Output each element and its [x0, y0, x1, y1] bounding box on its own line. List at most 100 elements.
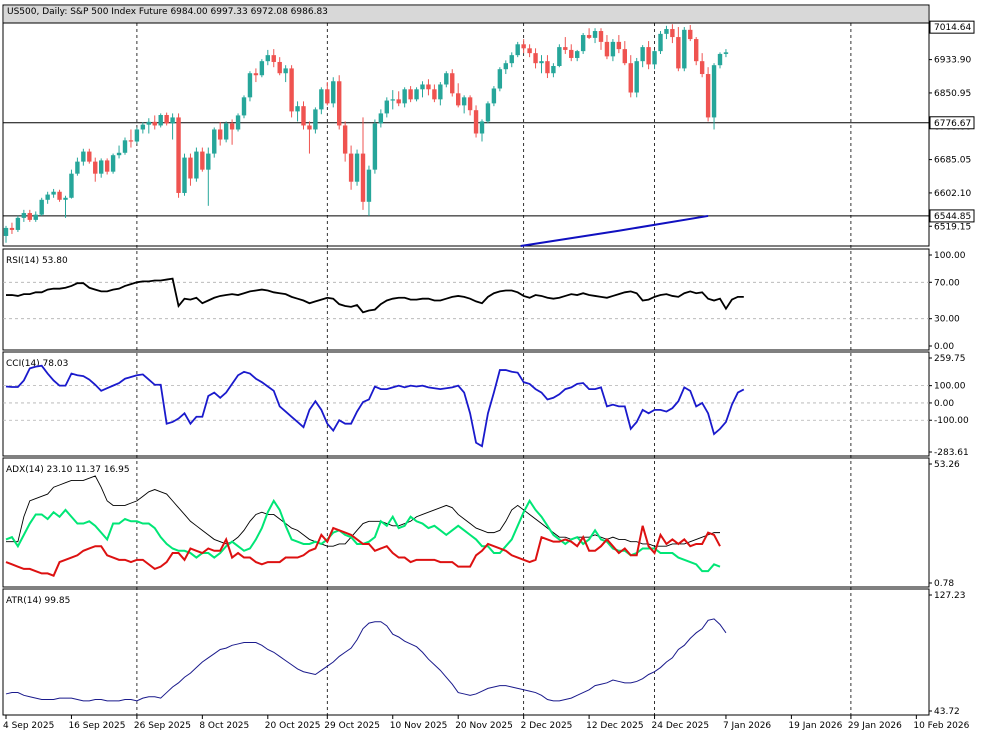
candle-body[interactable] [277, 61, 282, 74]
candle-body[interactable] [200, 151, 205, 170]
candle-body[interactable] [539, 61, 544, 64]
candle-body[interactable] [557, 47, 562, 66]
candle-body[interactable] [354, 153, 360, 182]
candle-body[interactable] [705, 74, 711, 118]
candle-body[interactable] [27, 213, 32, 220]
candle-body[interactable] [218, 129, 223, 140]
candle-body[interactable] [15, 217, 21, 230]
candle-body[interactable] [420, 84, 425, 90]
candle-body[interactable] [503, 63, 508, 70]
candle-body[interactable] [414, 89, 419, 100]
candle-body[interactable] [140, 124, 146, 130]
candle-body[interactable] [188, 157, 193, 179]
candle-body[interactable] [39, 199, 44, 215]
candle-body[interactable] [223, 123, 229, 140]
candle-body[interactable] [104, 160, 110, 172]
candle-body[interactable] [307, 125, 312, 130]
candle-body[interactable] [563, 47, 568, 50]
candle-body[interactable] [509, 55, 514, 64]
candle-body[interactable] [515, 44, 520, 56]
candle-body[interactable] [194, 151, 199, 179]
candle-body[interactable] [670, 29, 675, 38]
candle-body[interactable] [694, 39, 699, 62]
candle-body[interactable] [360, 153, 366, 202]
candle-body[interactable] [265, 55, 270, 62]
candle-body[interactable] [461, 97, 467, 106]
candle-body[interactable] [652, 51, 657, 65]
candle-body[interactable] [128, 140, 134, 142]
candle-body[interactable] [313, 109, 318, 130]
candle-body[interactable] [682, 29, 687, 69]
candle-body[interactable] [57, 191, 62, 200]
candle-body[interactable] [110, 155, 116, 172]
candle-body[interactable] [319, 89, 324, 110]
candle-body[interactable] [337, 81, 342, 126]
candle-body[interactable] [122, 140, 128, 153]
candle-body[interactable] [69, 173, 74, 198]
candle-body[interactable] [569, 49, 574, 58]
candle-body[interactable] [325, 89, 330, 104]
candle-body[interactable] [93, 161, 98, 174]
candle-body[interactable] [3, 227, 9, 236]
candle-body[interactable] [158, 115, 163, 126]
candle-body[interactable] [479, 121, 485, 134]
candle-body[interactable] [331, 81, 336, 104]
candle-body[interactable] [616, 41, 622, 50]
candle-body[interactable] [717, 53, 723, 66]
candle-body[interactable] [348, 153, 354, 182]
candle-body[interactable] [283, 68, 288, 74]
candle-body[interactable] [372, 123, 378, 170]
candle-body[interactable] [580, 35, 586, 52]
candle-body[interactable] [212, 129, 217, 154]
candle-body[interactable] [521, 44, 526, 49]
candle-body[interactable] [384, 100, 389, 114]
candle-body[interactable] [87, 151, 92, 162]
candle-body[interactable] [432, 89, 437, 100]
candle-body[interactable] [9, 227, 15, 230]
candle-body[interactable] [164, 115, 169, 124]
candle-body[interactable] [253, 73, 259, 76]
candle-body[interactable] [426, 84, 431, 90]
candle-body[interactable] [664, 29, 669, 34]
candle-body[interactable] [21, 213, 27, 218]
candle-body[interactable] [604, 41, 610, 57]
candle-body[interactable] [545, 61, 550, 74]
candle-body[interactable] [551, 65, 556, 74]
candle-body[interactable] [396, 99, 401, 104]
candle-body[interactable] [497, 69, 503, 89]
candle-body[interactable] [699, 61, 705, 75]
candle-body[interactable] [229, 123, 235, 130]
candle-body[interactable] [491, 88, 497, 104]
candle-body[interactable] [438, 84, 443, 100]
candle-body[interactable] [408, 89, 413, 100]
candle-body[interactable] [456, 93, 461, 106]
candle-body[interactable] [592, 31, 598, 38]
candle-body[interactable] [206, 153, 211, 170]
candle-body[interactable] [390, 99, 395, 101]
candle-body[interactable] [366, 169, 372, 202]
candle-body[interactable] [182, 157, 187, 193]
candle-body[interactable] [402, 89, 407, 104]
candle-body[interactable] [634, 61, 639, 93]
candle-body[interactable] [247, 73, 253, 98]
candle-body[interactable] [176, 117, 181, 193]
candle-body[interactable] [81, 151, 86, 162]
candle-body[interactable] [170, 117, 175, 124]
candle-body[interactable] [658, 33, 663, 52]
candle-body[interactable] [610, 41, 616, 57]
candle-body[interactable] [467, 97, 473, 111]
candle-body[interactable] [75, 161, 80, 174]
candle-body[interactable] [527, 48, 532, 54]
candle-body[interactable] [289, 68, 294, 112]
candle-body[interactable] [99, 160, 104, 174]
candle-body[interactable] [711, 65, 717, 118]
candle-body[interactable] [33, 214, 38, 220]
candle-body[interactable] [45, 194, 50, 200]
candle-body[interactable] [646, 47, 651, 65]
candle-body[interactable] [301, 106, 306, 126]
candle-body[interactable] [485, 103, 491, 122]
candle-body[interactable] [723, 52, 729, 54]
candle-body[interactable] [444, 73, 449, 85]
candle-body[interactable] [598, 31, 604, 42]
